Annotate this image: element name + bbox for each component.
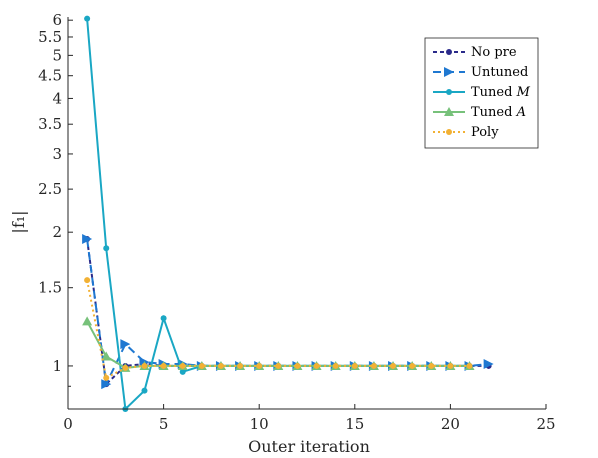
data-point — [237, 362, 244, 369]
data-point — [160, 315, 167, 322]
data-point — [428, 362, 435, 369]
data-point — [141, 362, 148, 369]
series-line — [86, 18, 470, 412]
data-point — [101, 379, 112, 390]
data-point — [294, 362, 301, 369]
data-point — [217, 362, 224, 369]
x-tick-label: 10 — [250, 415, 269, 433]
legend-label: Tuned M — [471, 85, 531, 100]
y-tick-label: 1 — [52, 357, 62, 375]
legend: No pre Untuned Tuned M Tuned A Poly — [424, 37, 539, 149]
x-tick-label: 15 — [345, 415, 364, 433]
series-poly — [84, 277, 473, 381]
y-tick-label: 1.5 — [38, 279, 62, 297]
data-point — [84, 15, 91, 22]
data-point — [198, 362, 205, 369]
data-point — [370, 362, 377, 369]
data-point — [122, 364, 129, 371]
data-point — [101, 351, 112, 361]
data-point — [256, 362, 263, 369]
data-point — [446, 49, 452, 55]
data-point — [160, 362, 167, 369]
y-tick-label: 4.5 — [38, 67, 62, 85]
data-point — [351, 362, 358, 369]
x-axis-label: Outer iteration — [248, 437, 370, 456]
data-point — [446, 89, 452, 95]
y-tick-label: 5 — [52, 46, 62, 64]
y-tick-label: 3.5 — [38, 115, 62, 133]
data-point — [275, 362, 282, 369]
legend-label: No pre — [471, 45, 517, 60]
series-layer — [82, 15, 494, 412]
y-tick-label: 5.5 — [38, 28, 62, 46]
data-point — [84, 277, 91, 284]
data-point — [444, 107, 454, 116]
x-tick-label: 25 — [536, 415, 555, 433]
legend-label: Untuned — [471, 65, 528, 80]
y-tick-label: 2 — [52, 223, 62, 241]
y-tick-label: 2.5 — [38, 180, 62, 198]
x-tick-label: 5 — [159, 415, 169, 433]
data-point — [447, 362, 454, 369]
data-point — [483, 359, 494, 370]
data-point — [409, 362, 416, 369]
data-point — [332, 362, 339, 369]
data-point — [120, 339, 131, 350]
data-point — [466, 362, 473, 369]
data-point — [179, 368, 186, 375]
legend-label: Poly — [471, 125, 499, 140]
data-point — [444, 67, 454, 77]
series-line — [86, 279, 470, 380]
data-point — [141, 387, 148, 394]
data-point — [179, 362, 186, 369]
data-point — [446, 129, 452, 135]
data-point — [390, 362, 397, 369]
y-tick-label: 4 — [52, 89, 62, 107]
legend-label: Tuned A — [471, 105, 526, 120]
data-point — [82, 316, 93, 326]
data-point — [313, 362, 320, 369]
y-tick-label: 6 — [52, 11, 62, 29]
data-point — [103, 374, 110, 381]
x-tick-label: 20 — [441, 415, 460, 433]
y-axis-label: |f₁| — [9, 210, 28, 233]
data-point — [103, 245, 110, 252]
data-point — [82, 234, 93, 245]
series-tuned-m — [84, 15, 473, 412]
x-tick-label: 0 — [63, 415, 73, 433]
y-tick-label: 3 — [52, 145, 62, 163]
